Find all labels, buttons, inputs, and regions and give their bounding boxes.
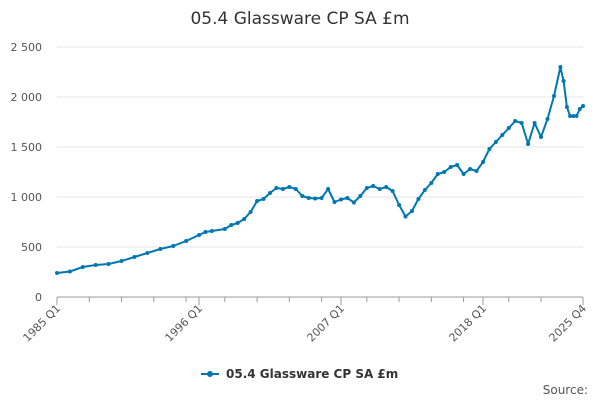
data-point[interactable] xyxy=(474,169,479,173)
data-point[interactable] xyxy=(268,191,272,195)
data-point[interactable] xyxy=(300,194,305,198)
data-point[interactable] xyxy=(145,251,150,255)
data-point[interactable] xyxy=(448,165,453,169)
data-point[interactable] xyxy=(287,185,292,189)
data-point[interactable] xyxy=(574,114,579,118)
data-point[interactable] xyxy=(455,163,460,167)
data-point[interactable] xyxy=(358,194,363,198)
data-point[interactable] xyxy=(345,196,350,200)
x-tick-label: 1985 Q1 xyxy=(21,302,64,345)
data-point[interactable] xyxy=(80,265,85,269)
data-point[interactable] xyxy=(203,230,208,234)
data-point[interactable] xyxy=(197,233,201,237)
data-point[interactable] xyxy=(429,181,434,185)
data-point[interactable] xyxy=(581,104,585,108)
data-point[interactable] xyxy=(390,189,395,193)
data-point[interactable] xyxy=(209,229,214,233)
data-point[interactable] xyxy=(539,135,543,139)
data-point[interactable] xyxy=(493,140,498,144)
source-label: Source: xyxy=(543,383,588,397)
data-point[interactable] xyxy=(222,227,227,231)
x-tick-label: 2007 Q1 xyxy=(305,302,348,345)
data-point[interactable] xyxy=(532,121,537,125)
data-point[interactable] xyxy=(67,269,72,274)
data-point[interactable] xyxy=(255,199,260,203)
data-point[interactable] xyxy=(403,214,408,219)
x-tick-label: 2025 Q4 xyxy=(547,302,590,345)
y-tick-label: 1 500 xyxy=(11,141,43,154)
data-point[interactable] xyxy=(519,121,524,125)
y-tick-label: 2 000 xyxy=(11,91,43,104)
data-point[interactable] xyxy=(371,184,376,188)
data-point[interactable] xyxy=(384,185,389,189)
y-tick-label: 0 xyxy=(35,291,42,304)
data-point[interactable] xyxy=(280,187,285,191)
data-point[interactable] xyxy=(235,221,240,225)
x-tick-label: 2018 Q1 xyxy=(447,302,490,345)
data-point[interactable] xyxy=(184,239,189,243)
data-point[interactable] xyxy=(561,79,566,83)
data-point[interactable] xyxy=(132,255,137,259)
data-point[interactable] xyxy=(526,142,531,146)
y-tick-label: 1 000 xyxy=(11,191,43,204)
y-tick-label: 2 500 xyxy=(11,41,43,54)
data-point[interactable] xyxy=(442,170,447,174)
data-point[interactable] xyxy=(293,187,298,191)
data-point[interactable] xyxy=(261,197,266,201)
data-point[interactable] xyxy=(558,65,563,69)
data-point[interactable] xyxy=(158,247,163,251)
x-axis: 1985 Q1 1996 Q1 2007 Q1 2018 Q1 2025 Q4 xyxy=(21,296,590,345)
data-point[interactable] xyxy=(564,105,569,109)
data-point[interactable] xyxy=(500,133,505,137)
legend-label: 05.4 Glassware CP SA £m xyxy=(226,367,398,381)
data-point[interactable] xyxy=(229,223,234,227)
chart-title: 05.4 Glassware CP SA £m xyxy=(190,9,409,29)
data-point[interactable] xyxy=(577,107,582,111)
data-point[interactable] xyxy=(274,186,279,190)
legend-dot-marker xyxy=(207,371,213,377)
y-axis: 0 500 1 000 1 500 2 000 2 500 xyxy=(11,41,43,304)
data-point[interactable] xyxy=(248,210,253,214)
gridlines xyxy=(57,46,583,248)
data-point[interactable] xyxy=(552,94,556,98)
data-point[interactable] xyxy=(397,203,402,207)
data-point[interactable] xyxy=(410,209,414,213)
data-point[interactable] xyxy=(171,244,176,248)
legend[interactable]: 05.4 Glassware CP SA £m xyxy=(201,367,398,381)
data-point[interactable] xyxy=(468,167,473,171)
data-point[interactable] xyxy=(351,200,356,205)
data-point[interactable] xyxy=(93,263,98,267)
y-tick-label: 500 xyxy=(21,241,42,254)
data-point[interactable] xyxy=(416,197,421,201)
data-point[interactable] xyxy=(55,271,59,275)
data-point[interactable] xyxy=(377,187,382,191)
data-point[interactable] xyxy=(461,172,466,176)
data-point[interactable] xyxy=(422,188,427,192)
data-point[interactable] xyxy=(571,114,576,118)
series-layer xyxy=(55,65,585,275)
data-point[interactable] xyxy=(119,259,124,263)
data-point[interactable] xyxy=(513,119,518,123)
data-point[interactable] xyxy=(319,196,324,200)
data-point[interactable] xyxy=(106,262,111,266)
data-point[interactable] xyxy=(568,114,573,118)
data-point[interactable] xyxy=(326,187,331,191)
data-point[interactable] xyxy=(545,117,550,121)
data-point[interactable] xyxy=(364,186,369,190)
data-point[interactable] xyxy=(506,126,511,130)
data-point[interactable] xyxy=(242,217,247,221)
data-point[interactable] xyxy=(481,160,485,164)
data-point[interactable] xyxy=(435,172,440,176)
series-line xyxy=(56,66,584,274)
data-point[interactable] xyxy=(339,197,343,202)
data-point[interactable] xyxy=(313,196,318,201)
data-point[interactable] xyxy=(487,147,492,151)
data-point[interactable] xyxy=(306,196,311,200)
data-point[interactable] xyxy=(332,200,337,204)
x-tick-label: 1996 Q1 xyxy=(163,302,206,345)
